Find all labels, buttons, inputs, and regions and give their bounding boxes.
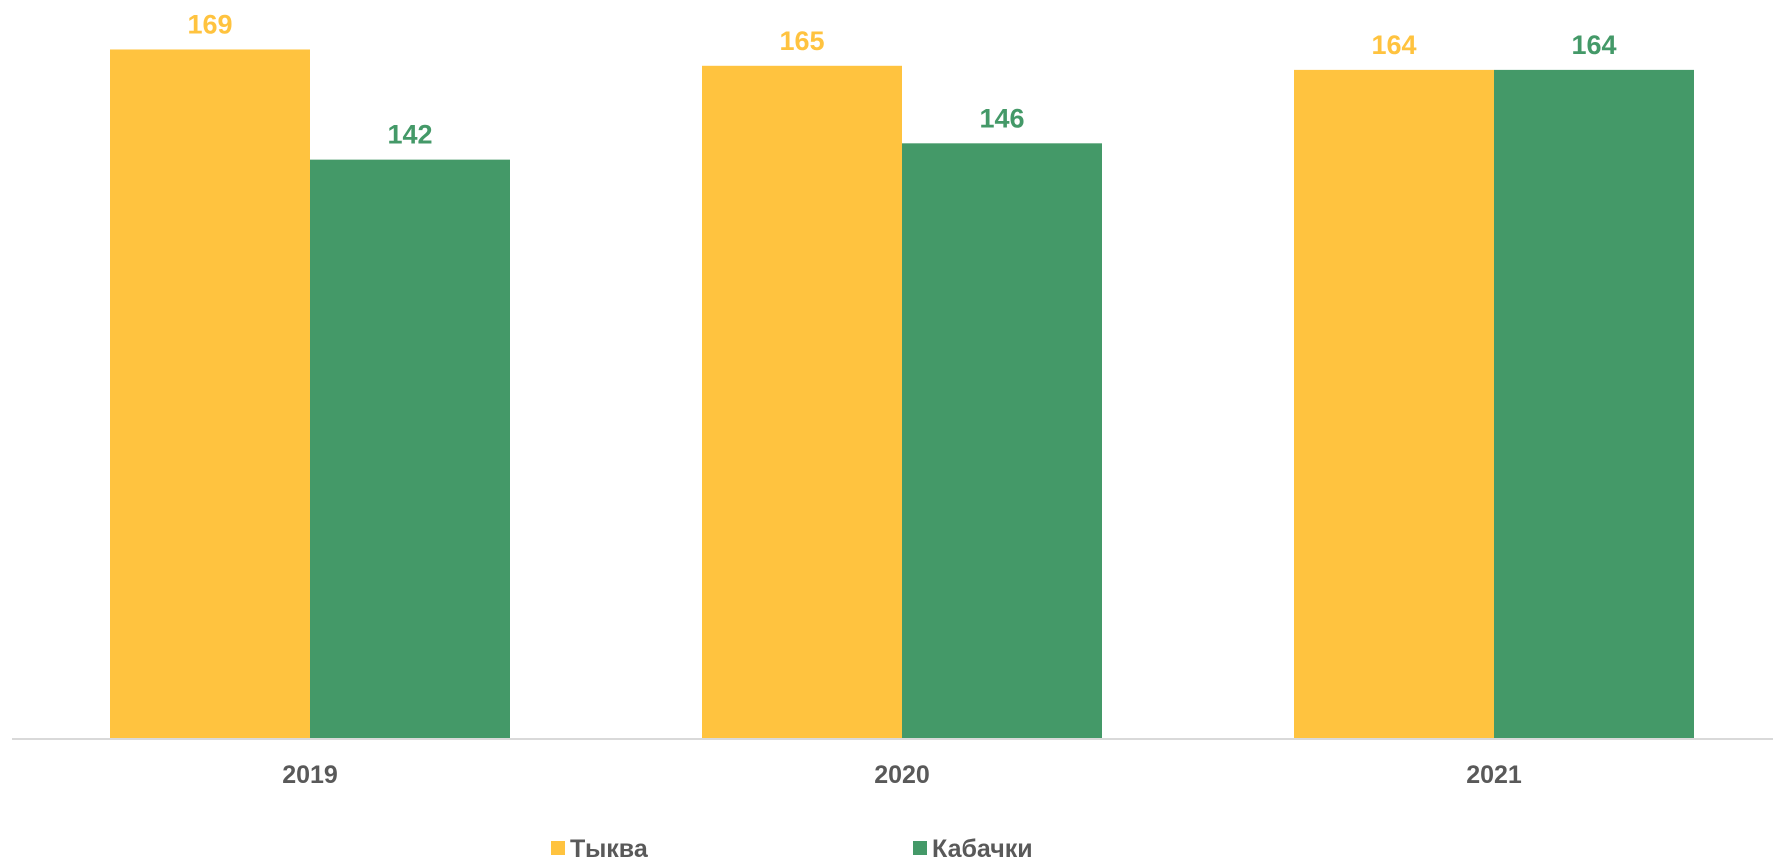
data-labels-layer: 169 142 165 146 164 164 <box>187 9 1616 149</box>
legend-swatch-тыква <box>551 841 565 855</box>
bar-тыква-2019 <box>110 49 310 740</box>
data-label-кабачки-2021: 164 <box>1571 30 1616 60</box>
bars-layer <box>110 49 1694 740</box>
bar-кабачки-2019 <box>310 159 510 739</box>
legend-swatch-кабачки <box>913 841 927 855</box>
data-label-кабачки-2019: 142 <box>387 120 432 150</box>
legend-label-кабачки: Кабачки <box>932 835 1033 860</box>
bar-кабачки-2021 <box>1494 69 1694 739</box>
x-tick-label-2020: 2020 <box>874 761 930 789</box>
bar-кабачки-2020 <box>902 143 1102 739</box>
data-label-тыква-2021: 164 <box>1371 30 1416 60</box>
legend-label-тыква: Тыква <box>570 835 649 860</box>
legend: Тыква Кабачки <box>551 835 1033 860</box>
x-tick-label-2019: 2019 <box>282 761 338 789</box>
data-label-тыква-2019: 169 <box>187 9 232 39</box>
x-tick-label-2021: 2021 <box>1466 761 1522 789</box>
bar-тыква-2021 <box>1294 69 1494 739</box>
x-tick-labels: 2019 2020 2021 <box>282 761 1522 789</box>
data-label-кабачки-2020: 146 <box>979 103 1024 133</box>
data-label-тыква-2020: 165 <box>779 26 824 56</box>
bar-тыква-2020 <box>702 65 902 740</box>
